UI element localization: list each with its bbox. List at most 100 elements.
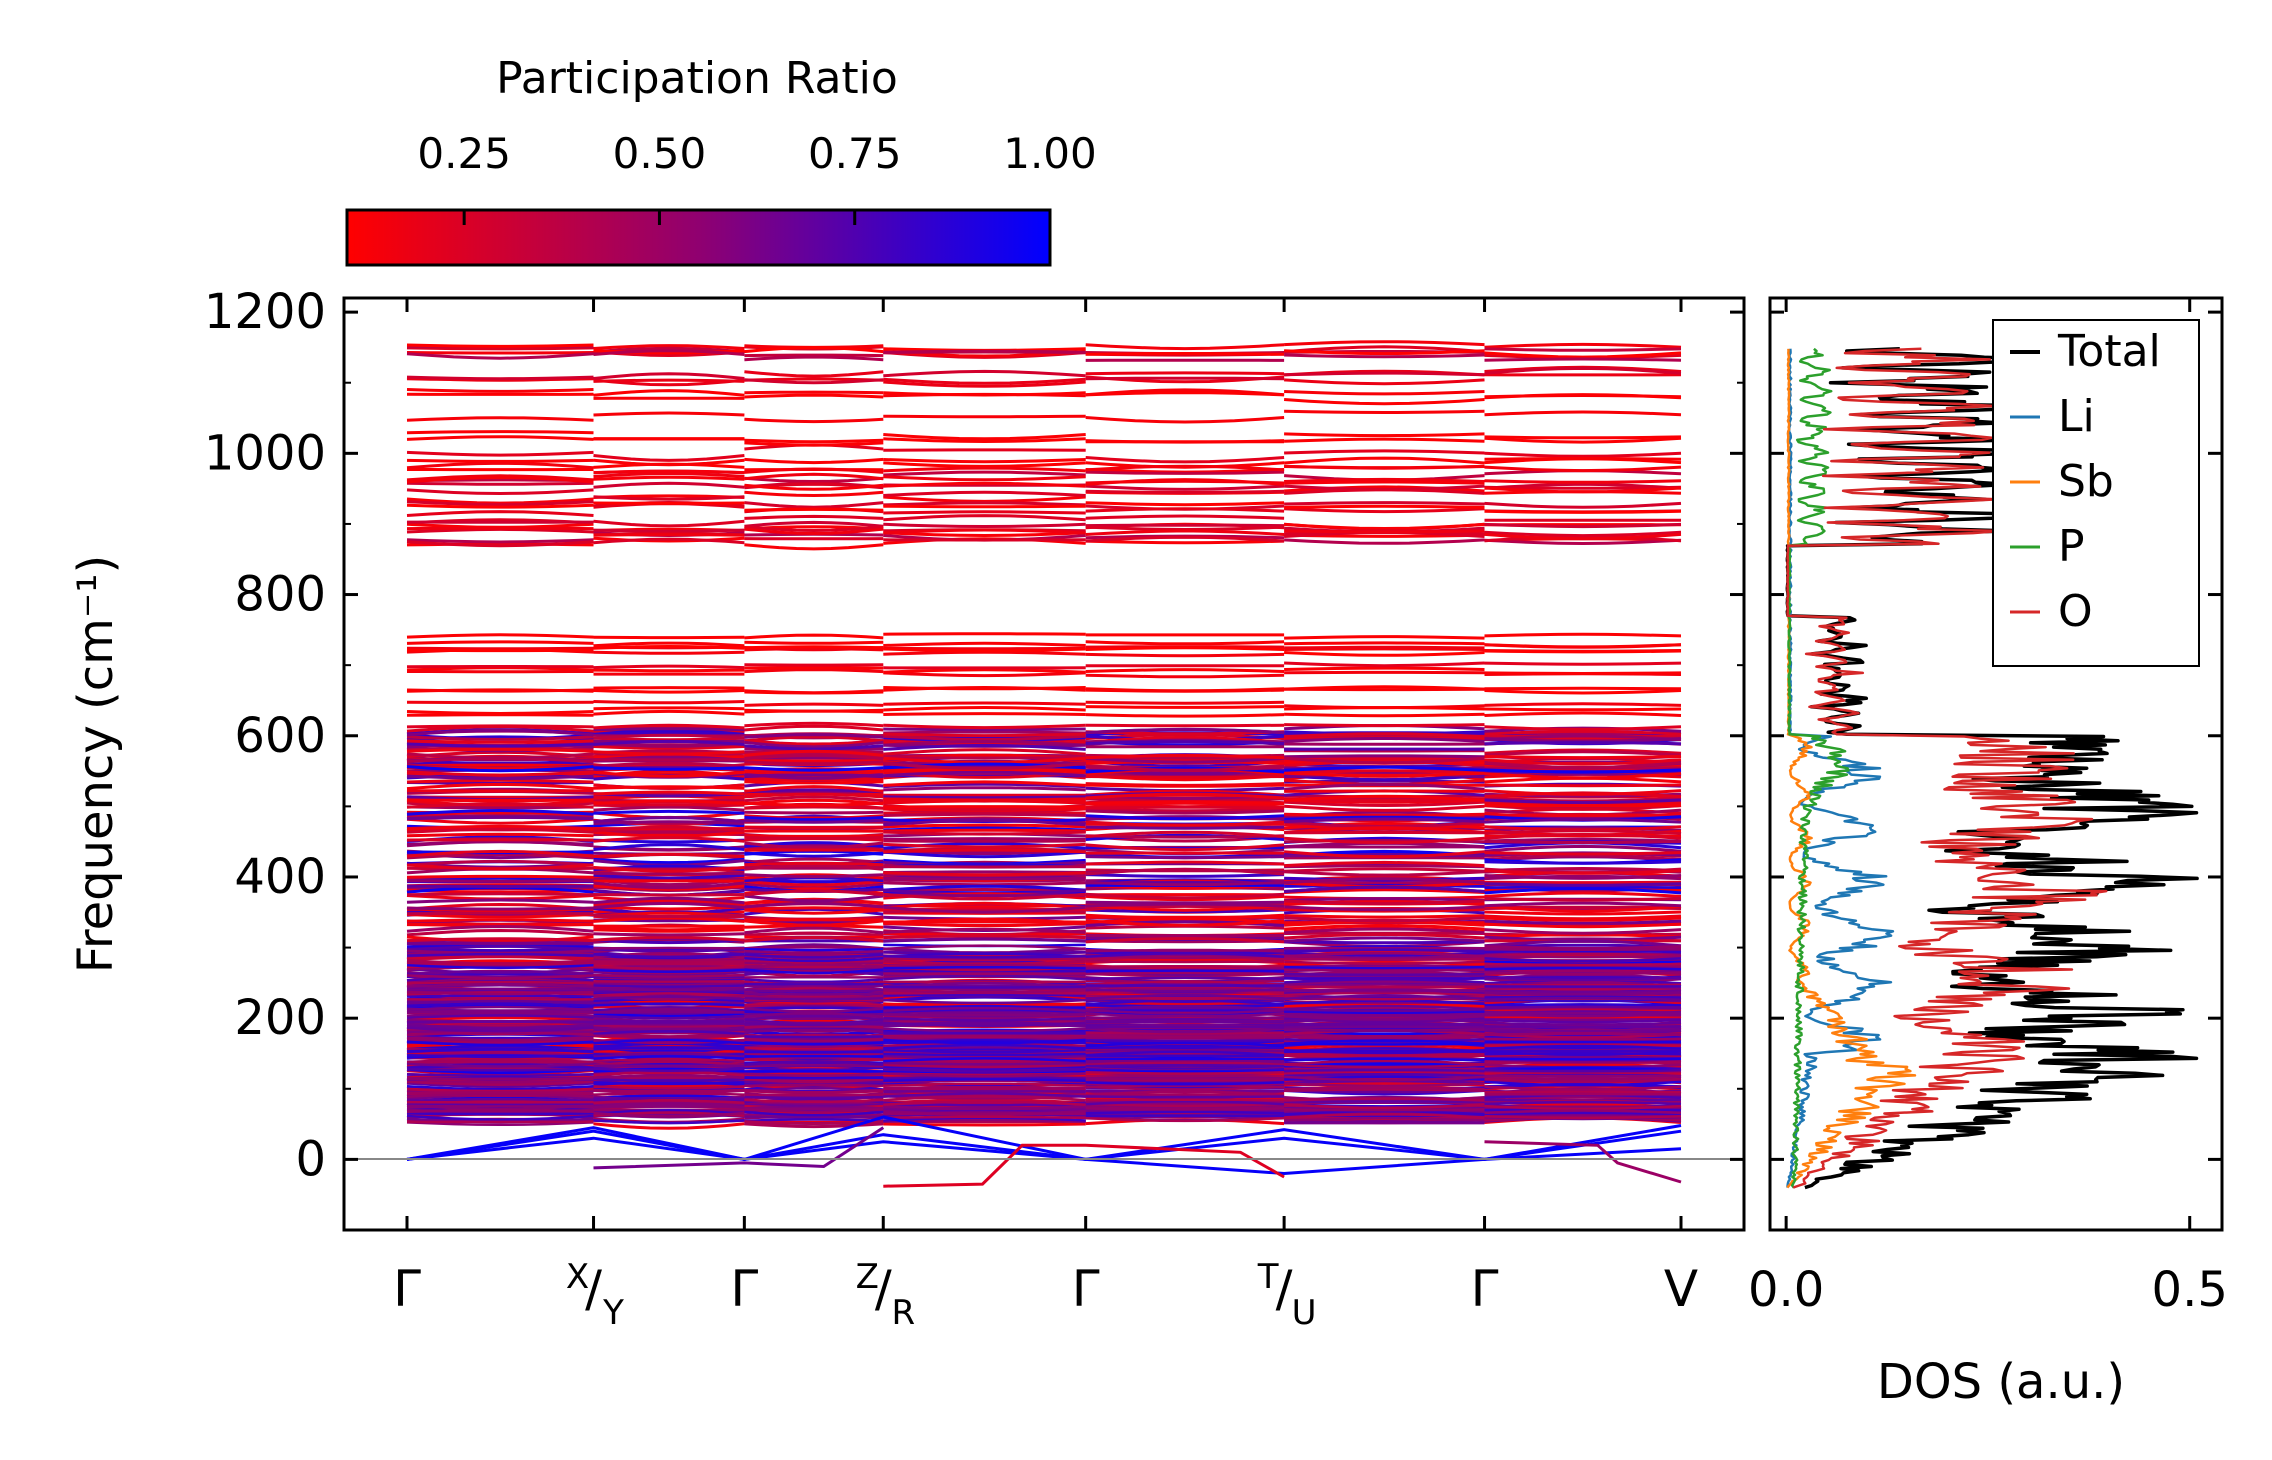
band-line bbox=[1284, 1009, 1484, 1010]
band-line bbox=[883, 995, 1085, 996]
dos-x-label: DOS (a.u.) bbox=[1877, 1354, 2125, 1410]
band-line bbox=[1086, 486, 1284, 489]
band-line bbox=[407, 1114, 594, 1115]
band-line bbox=[883, 714, 1085, 715]
band-line bbox=[1086, 715, 1284, 717]
colorbar bbox=[347, 210, 1050, 265]
band-line bbox=[407, 460, 594, 461]
band-line bbox=[407, 642, 594, 644]
band-line bbox=[883, 463, 1085, 467]
band-line bbox=[1485, 709, 1682, 710]
band-line bbox=[594, 986, 745, 987]
band-line bbox=[1284, 490, 1484, 494]
band-line bbox=[407, 772, 594, 775]
band-line bbox=[1284, 506, 1484, 507]
band-line bbox=[1485, 412, 1682, 415]
band-line bbox=[594, 670, 745, 671]
band-line bbox=[883, 883, 1085, 885]
band-line bbox=[883, 468, 1085, 471]
band-line bbox=[744, 704, 883, 705]
band-line bbox=[594, 738, 745, 740]
band-line bbox=[1284, 653, 1484, 656]
band-line bbox=[407, 996, 594, 997]
band-line bbox=[594, 1083, 745, 1084]
band-line bbox=[744, 670, 883, 672]
band-line bbox=[594, 380, 745, 381]
band-line bbox=[594, 471, 745, 473]
band-line bbox=[407, 540, 594, 542]
band-line bbox=[744, 993, 883, 994]
band-line bbox=[594, 768, 745, 770]
band-line bbox=[883, 1054, 1085, 1055]
band-line bbox=[407, 954, 594, 955]
band-line bbox=[1284, 355, 1484, 357]
band-line bbox=[1485, 752, 1682, 755]
band-line bbox=[1284, 814, 1484, 815]
band-line bbox=[1284, 647, 1484, 648]
band-line bbox=[1086, 393, 1284, 395]
band-line bbox=[594, 530, 745, 531]
band-line bbox=[594, 521, 745, 526]
band-line bbox=[1485, 663, 1682, 664]
band-line bbox=[594, 652, 745, 653]
band-line bbox=[1485, 1059, 1682, 1060]
band-line bbox=[883, 725, 1085, 727]
band-line bbox=[883, 530, 1085, 533]
band-line bbox=[883, 1036, 1085, 1037]
band-line bbox=[883, 1117, 1085, 1118]
band-line bbox=[407, 876, 594, 877]
band-line bbox=[407, 418, 594, 420]
band-line bbox=[1086, 373, 1284, 374]
band-line bbox=[1485, 1026, 1682, 1027]
band-line bbox=[407, 741, 594, 743]
band-line bbox=[1284, 400, 1484, 404]
band-line bbox=[407, 437, 594, 440]
band-line bbox=[1485, 743, 1682, 744]
band-line bbox=[1485, 820, 1682, 823]
band-line bbox=[1086, 902, 1284, 903]
band-line bbox=[1086, 1065, 1284, 1066]
band-line bbox=[1485, 985, 1682, 986]
band-line bbox=[1284, 392, 1484, 394]
band-line bbox=[1284, 531, 1484, 532]
legend-label: Total bbox=[2057, 326, 2161, 377]
acoustic-branch bbox=[1485, 1142, 1682, 1182]
colorbar-tick-label: 0.75 bbox=[808, 129, 902, 178]
band-line bbox=[1485, 481, 1682, 483]
band-line bbox=[594, 934, 745, 935]
band-line bbox=[1485, 673, 1682, 674]
k-label: Γ bbox=[730, 1260, 758, 1318]
band-line bbox=[1485, 934, 1682, 937]
band-line bbox=[407, 1069, 594, 1070]
band-line bbox=[1485, 903, 1682, 906]
band-line bbox=[883, 967, 1085, 968]
band-line bbox=[744, 357, 883, 360]
band-line bbox=[1485, 503, 1682, 507]
band-line bbox=[1284, 1070, 1484, 1071]
band-line bbox=[1086, 827, 1284, 828]
band-line bbox=[883, 997, 1085, 1000]
band-line bbox=[1485, 930, 1682, 934]
band-line bbox=[1284, 342, 1484, 345]
band-line bbox=[407, 353, 594, 354]
band-line bbox=[1086, 725, 1284, 726]
band-line bbox=[744, 807, 883, 808]
k-label: Γ bbox=[1471, 1260, 1499, 1318]
band-line bbox=[744, 516, 883, 518]
band-line bbox=[883, 1114, 1085, 1115]
band-line bbox=[1485, 359, 1682, 360]
band-line bbox=[744, 691, 883, 693]
band-line bbox=[407, 345, 594, 346]
band-line bbox=[744, 372, 883, 376]
band-line bbox=[1086, 707, 1284, 708]
colorbar-title: Participation Ratio bbox=[496, 53, 898, 104]
band-line bbox=[1485, 846, 1682, 851]
band-line bbox=[744, 485, 883, 489]
band-line bbox=[883, 734, 1085, 736]
band-line bbox=[883, 652, 1085, 654]
band-line bbox=[1485, 917, 1682, 920]
band-line bbox=[407, 913, 594, 914]
band-line bbox=[1086, 802, 1284, 803]
